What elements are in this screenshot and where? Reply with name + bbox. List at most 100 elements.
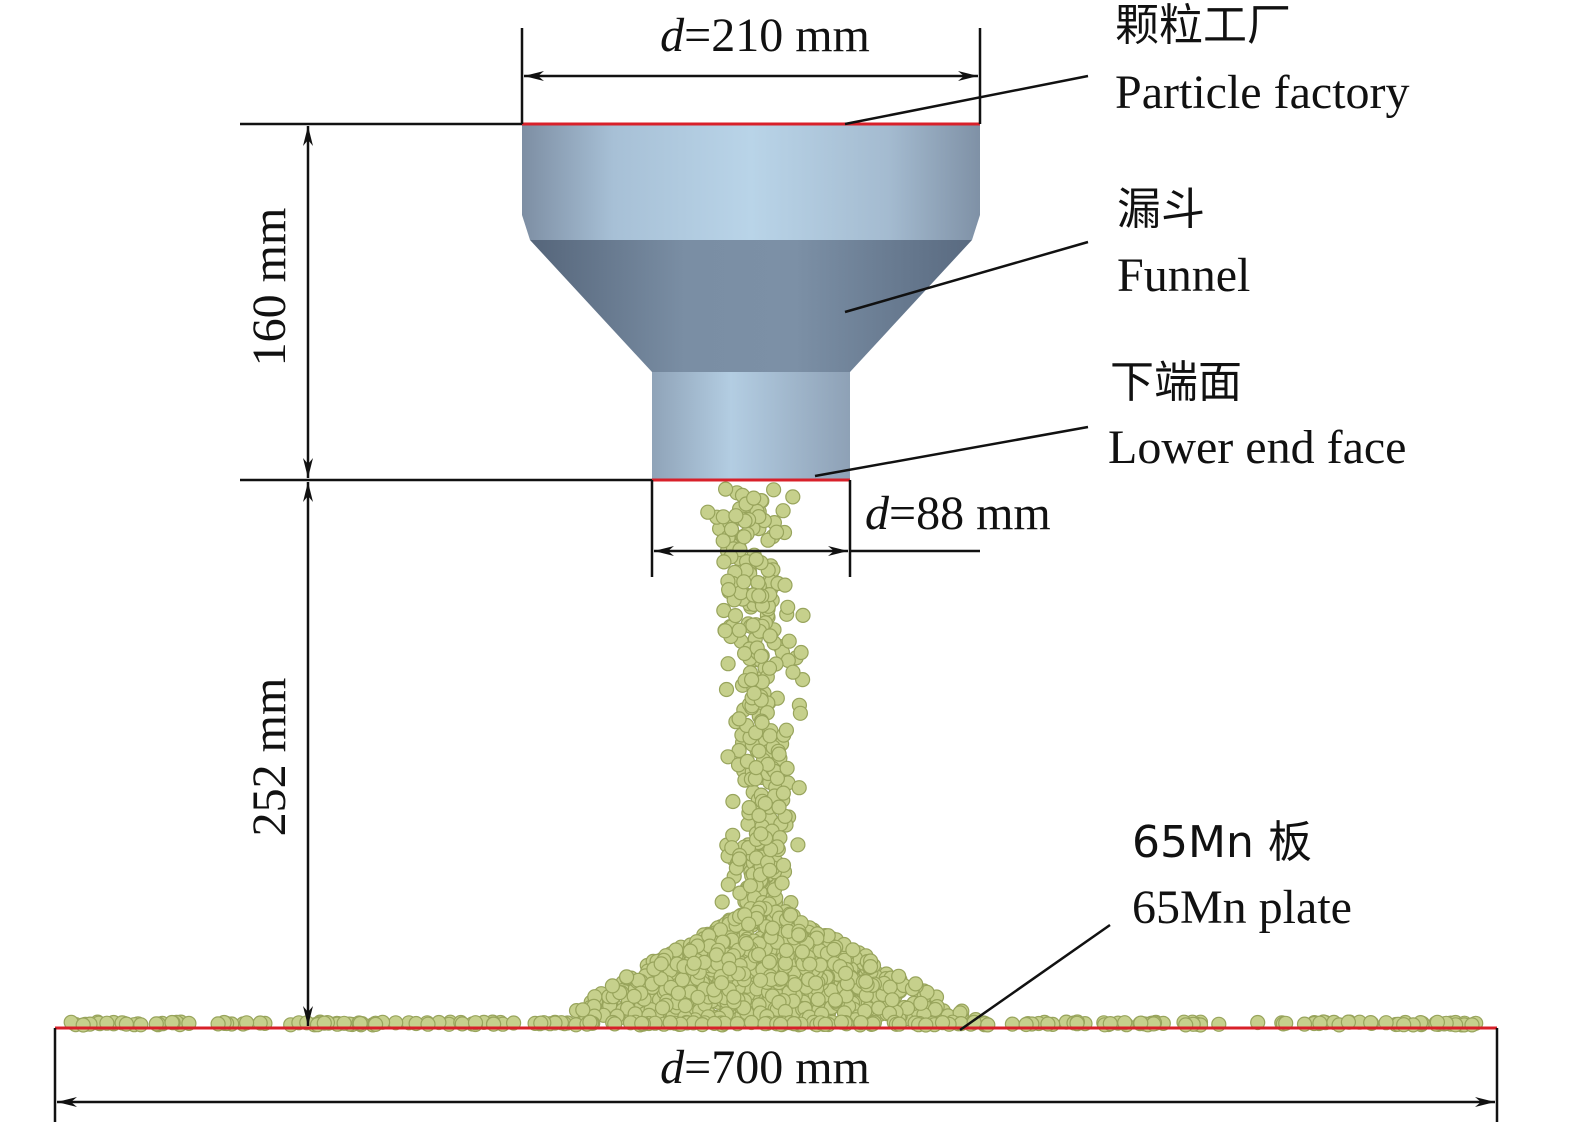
particle	[748, 551, 764, 568]
particle	[781, 633, 797, 649]
label-en: Funnel	[1117, 249, 1250, 302]
particle	[808, 975, 824, 991]
particle	[777, 955, 794, 971]
particle	[891, 968, 907, 984]
particle	[686, 955, 702, 971]
particle	[762, 862, 778, 878]
dim-var: d	[865, 487, 890, 540]
particle	[239, 1015, 255, 1031]
particle	[764, 920, 781, 936]
particle	[713, 975, 730, 991]
particle	[731, 622, 747, 638]
particle	[778, 722, 795, 738]
leader-line	[814, 425, 1089, 478]
particle	[769, 770, 786, 787]
particle	[858, 973, 874, 990]
label-zh: 颗粒工厂	[1115, 0, 1291, 51]
particle	[751, 588, 767, 604]
dim-label: d=700 mm	[660, 1041, 870, 1094]
particle	[720, 656, 736, 672]
particle	[862, 958, 879, 975]
particle	[762, 628, 778, 644]
particle	[690, 989, 706, 1005]
particle	[793, 644, 809, 661]
particle	[716, 554, 732, 570]
particle	[751, 743, 767, 759]
particle	[810, 991, 826, 1008]
particle	[736, 574, 752, 590]
particle	[785, 489, 801, 505]
particle	[575, 1002, 591, 1018]
leader-line	[844, 74, 1089, 126]
particle	[75, 1017, 91, 1033]
particle	[721, 960, 738, 977]
particle	[757, 795, 773, 812]
particle	[654, 1000, 671, 1016]
dim-var: d	[660, 9, 685, 62]
particle	[715, 509, 731, 525]
particle	[773, 970, 790, 986]
particle	[791, 927, 807, 943]
particle	[604, 978, 621, 994]
particle	[795, 607, 811, 624]
particle	[826, 941, 842, 958]
particle	[714, 894, 730, 910]
particle	[775, 857, 792, 873]
particle	[700, 504, 716, 520]
particle	[677, 997, 694, 1014]
particle	[742, 878, 759, 894]
particle	[827, 992, 844, 1008]
label-zh: 漏斗	[1117, 184, 1205, 235]
particle	[754, 714, 770, 731]
particle	[1363, 1014, 1379, 1031]
funnel-top	[522, 124, 980, 240]
particle	[736, 645, 753, 662]
particle	[753, 648, 769, 664]
particle	[736, 529, 752, 545]
particle	[1117, 1015, 1133, 1031]
particle	[934, 1014, 951, 1031]
particle	[768, 524, 785, 540]
dim-label: d=88 mm	[865, 487, 1051, 540]
particle	[778, 942, 795, 959]
label-en: Particle factory	[1115, 66, 1410, 119]
particle	[741, 799, 757, 816]
particle	[791, 780, 807, 796]
dim-label: d=210 mm	[660, 9, 870, 62]
particle	[662, 1014, 678, 1031]
particle	[779, 760, 795, 776]
particle	[133, 1017, 149, 1033]
dim-var: d	[660, 1041, 685, 1094]
particle	[728, 508, 744, 524]
particle	[775, 503, 791, 519]
particle	[774, 875, 790, 891]
dim-label: 160 mm	[243, 208, 296, 367]
particle	[653, 956, 669, 972]
particle	[467, 1015, 484, 1031]
particle	[738, 935, 755, 952]
dim-value: =210 mm	[684, 9, 870, 62]
particle	[765, 482, 782, 498]
particle	[1396, 1017, 1412, 1033]
particle	[715, 533, 731, 549]
particle	[731, 851, 747, 867]
particle	[750, 946, 767, 963]
label-zh: 65Mn 板	[1132, 817, 1312, 868]
particles	[63, 481, 1484, 1033]
particle	[761, 660, 778, 676]
particle	[762, 728, 778, 744]
particle	[746, 685, 762, 701]
dim-value: =88 mm	[889, 487, 1051, 540]
particle	[720, 749, 736, 765]
particle	[740, 916, 757, 932]
particle	[794, 944, 811, 960]
particle	[670, 985, 687, 1001]
particle	[723, 521, 740, 538]
particle	[853, 1014, 869, 1031]
particle	[1378, 1015, 1394, 1031]
particle	[1464, 1017, 1480, 1033]
particle	[743, 671, 760, 688]
particle	[718, 681, 735, 698]
particle	[787, 977, 803, 993]
